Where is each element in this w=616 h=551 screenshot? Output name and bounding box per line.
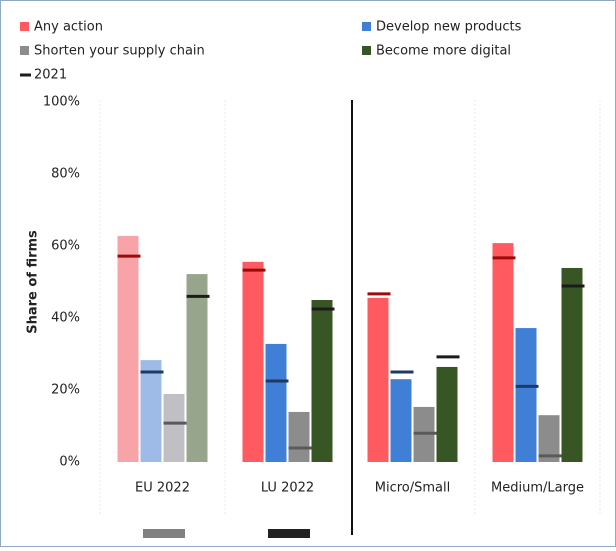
y-tick-label: 60% (51, 239, 80, 254)
bar (265, 343, 287, 462)
legend-label: Develop new products (376, 20, 522, 35)
bar (117, 235, 139, 462)
legend-swatch (362, 22, 371, 31)
bar (288, 411, 310, 462)
bar (436, 366, 458, 462)
bar (186, 274, 208, 462)
x-tick-label: LU 2022 (261, 481, 314, 496)
bar (311, 300, 333, 462)
chip (143, 529, 185, 538)
bar (367, 297, 389, 462)
bar (515, 328, 537, 462)
bar (140, 360, 162, 462)
y-tick-label: 80% (51, 167, 80, 182)
y-axis-label: Share of firms (26, 230, 41, 334)
x-tick-label: Medium/Large (491, 481, 584, 496)
legend-label: Shorten your supply chain (34, 44, 205, 59)
x-tick-label: EU 2022 (135, 481, 190, 496)
legend-label: Become more digital (376, 44, 511, 59)
legend-swatch (362, 46, 371, 55)
y-tick-label: 0% (59, 455, 80, 470)
legend-swatch (20, 22, 29, 31)
bar (242, 261, 264, 462)
bar (538, 415, 560, 462)
y-tick-label: 100% (43, 95, 80, 110)
bar (492, 243, 514, 462)
legend-label: 2021 (34, 68, 67, 83)
bar (163, 393, 185, 462)
chip (268, 529, 310, 538)
x-tick-label: Micro/Small (375, 481, 450, 496)
y-tick-label: 40% (51, 311, 80, 326)
legend-label: Any action (34, 20, 103, 35)
y-tick-label: 20% (51, 383, 80, 398)
bar (390, 379, 412, 462)
legend-swatch (20, 46, 29, 55)
bar (561, 267, 583, 462)
